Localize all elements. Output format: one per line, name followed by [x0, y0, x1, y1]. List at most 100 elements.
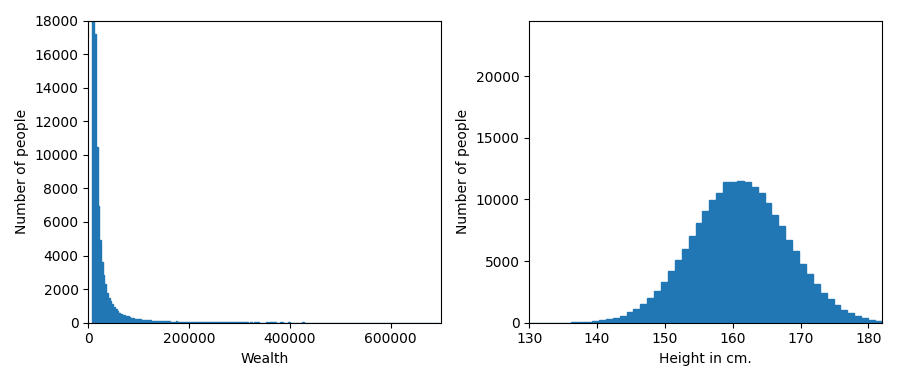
Bar: [207, 322, 208, 323]
Y-axis label: Number of people: Number of people: [456, 109, 470, 234]
Bar: [98, 206, 100, 323]
Bar: [191, 322, 193, 323]
Bar: [110, 301, 111, 323]
Bar: [200, 322, 202, 323]
Bar: [221, 322, 223, 323]
Bar: [193, 322, 195, 323]
Bar: [167, 322, 169, 323]
Bar: [197, 322, 198, 323]
Bar: [764, 203, 771, 323]
X-axis label: Wealth: Wealth: [241, 352, 289, 366]
Bar: [813, 284, 820, 323]
Bar: [120, 314, 122, 323]
Bar: [202, 322, 203, 323]
Bar: [96, 147, 98, 323]
Bar: [100, 240, 101, 323]
Bar: [674, 260, 682, 323]
Bar: [102, 275, 104, 323]
Bar: [647, 298, 654, 323]
Bar: [198, 322, 200, 323]
Bar: [188, 322, 189, 323]
Bar: [92, 0, 94, 323]
Bar: [854, 316, 861, 323]
Bar: [205, 322, 207, 323]
Bar: [189, 322, 191, 323]
Bar: [111, 304, 113, 323]
Bar: [841, 310, 848, 323]
Bar: [104, 284, 106, 323]
Bar: [122, 315, 124, 323]
Bar: [861, 318, 868, 323]
Bar: [186, 322, 188, 323]
Bar: [148, 320, 150, 323]
Bar: [119, 313, 120, 323]
Bar: [160, 321, 162, 323]
Bar: [132, 319, 134, 323]
Bar: [145, 320, 146, 323]
Bar: [184, 322, 186, 323]
Bar: [113, 307, 115, 323]
Bar: [702, 211, 709, 323]
Bar: [128, 317, 130, 323]
Bar: [751, 187, 758, 323]
Bar: [243, 322, 245, 323]
Bar: [771, 216, 779, 323]
Bar: [223, 322, 224, 323]
Bar: [217, 322, 219, 323]
Bar: [226, 322, 227, 323]
Bar: [174, 322, 176, 323]
Bar: [868, 320, 875, 323]
Bar: [744, 182, 751, 323]
Y-axis label: Number of people: Number of people: [15, 109, 29, 234]
Bar: [158, 321, 160, 323]
Bar: [169, 321, 171, 323]
Bar: [578, 322, 585, 323]
Bar: [640, 304, 647, 323]
Bar: [179, 322, 180, 323]
Bar: [730, 182, 737, 323]
Bar: [143, 320, 145, 323]
Bar: [571, 322, 578, 323]
Bar: [219, 322, 221, 323]
Bar: [182, 322, 184, 323]
Bar: [833, 306, 841, 323]
Bar: [661, 282, 668, 323]
Bar: [136, 319, 137, 323]
Bar: [737, 181, 744, 323]
Bar: [848, 314, 854, 323]
Bar: [247, 322, 249, 323]
Bar: [137, 319, 139, 323]
Bar: [682, 249, 689, 323]
Bar: [127, 316, 128, 323]
Bar: [94, 34, 96, 323]
Bar: [612, 318, 620, 323]
Bar: [654, 291, 661, 323]
Bar: [689, 236, 696, 323]
Bar: [177, 322, 179, 323]
Bar: [606, 319, 612, 323]
Bar: [180, 322, 182, 323]
Bar: [126, 316, 127, 323]
Bar: [130, 318, 132, 323]
Bar: [633, 309, 640, 323]
Bar: [792, 251, 799, 323]
Bar: [592, 321, 599, 323]
Bar: [139, 319, 141, 323]
Bar: [224, 322, 226, 323]
Bar: [153, 321, 154, 323]
Bar: [146, 320, 148, 323]
Bar: [210, 322, 212, 323]
Bar: [171, 322, 172, 323]
Bar: [154, 321, 156, 323]
Bar: [620, 315, 627, 323]
Bar: [117, 311, 119, 323]
Bar: [717, 193, 723, 323]
Bar: [134, 319, 136, 323]
Bar: [172, 322, 174, 323]
Bar: [820, 293, 827, 323]
Bar: [599, 320, 606, 323]
Bar: [779, 226, 785, 323]
Bar: [827, 299, 833, 323]
Bar: [785, 240, 792, 323]
Bar: [106, 293, 108, 323]
